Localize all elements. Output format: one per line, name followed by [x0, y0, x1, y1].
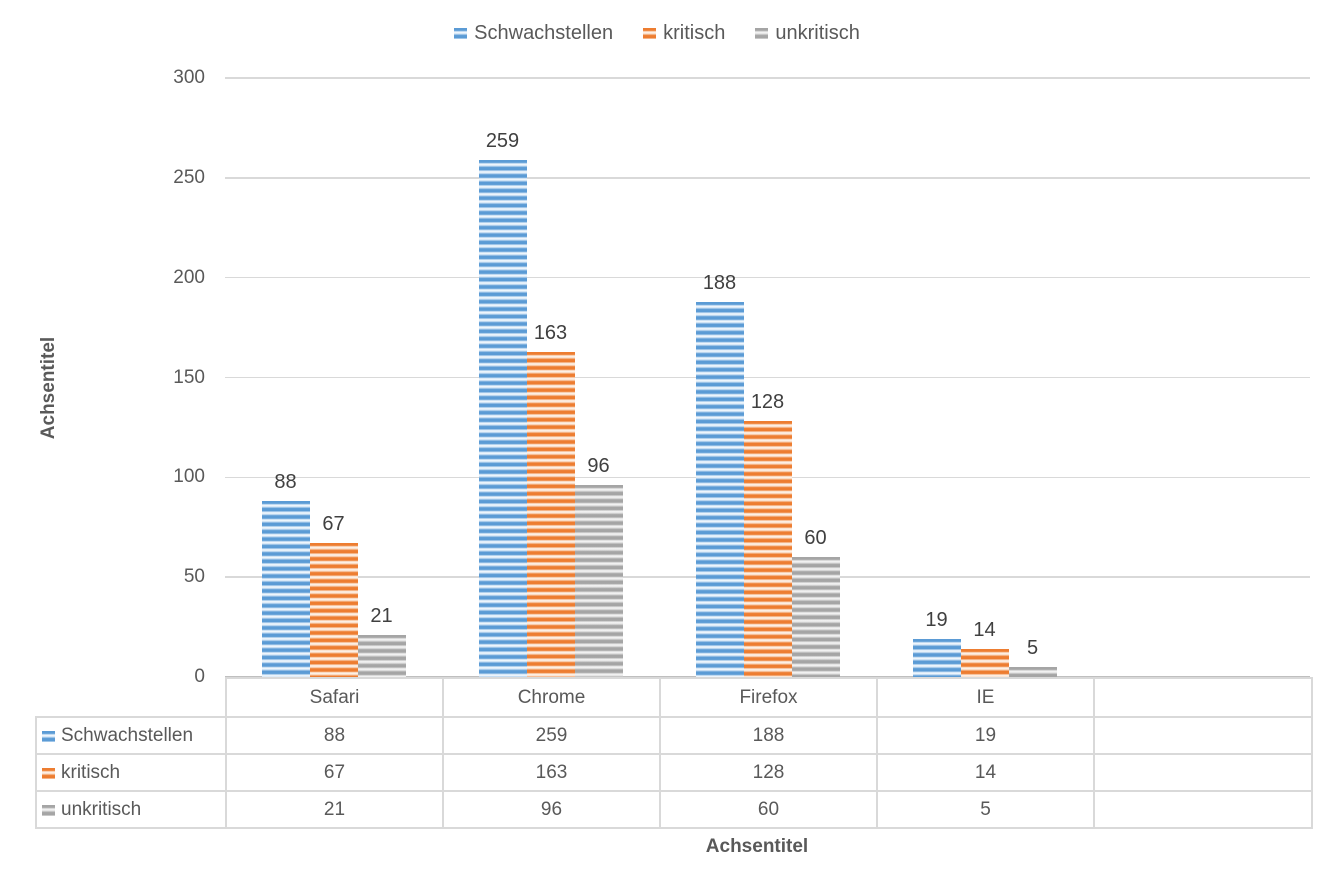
- table-value-cell: 88: [225, 716, 444, 755]
- gridline: [225, 177, 1310, 179]
- table-series-name: Schwachstellen: [61, 724, 194, 746]
- data-label: 14: [973, 619, 996, 642]
- table-value-cell: [1093, 716, 1313, 755]
- legend-label: unkritisch: [775, 21, 860, 44]
- table-row-header-kritisch: kritisch: [35, 753, 227, 792]
- bar-Schwachstellen-Chrome[interactable]: [478, 159, 527, 677]
- table-value-cell: 96: [442, 790, 661, 829]
- data-label: 88: [274, 471, 297, 494]
- gridline: [225, 77, 1310, 79]
- y-axis-tick-label: 300: [173, 67, 205, 88]
- bar-Schwachstellen-IE[interactable]: [912, 639, 961, 677]
- table-value-cell: 5: [876, 790, 1095, 829]
- bar-unkritisch-Firefox[interactable]: [791, 557, 840, 677]
- gridline: [225, 376, 1310, 379]
- table-series-name: unkritisch: [61, 798, 142, 820]
- table-row-header-Schwachstellen: Schwachstellen: [35, 716, 227, 755]
- table-category-Chrome: Chrome: [442, 677, 661, 718]
- data-label: 21: [370, 605, 393, 628]
- table-corner-cell: [36, 678, 226, 717]
- bar-kritisch-Safari[interactable]: [309, 543, 358, 677]
- table-value-cell: [1093, 753, 1313, 792]
- legend-item-unkritisch[interactable]: unkritisch: [755, 21, 860, 45]
- y-axis-tick-label: 150: [173, 366, 205, 388]
- bar-kritisch-Firefox[interactable]: [743, 421, 792, 677]
- table-value-cell: 163: [442, 753, 661, 792]
- bar-unkritisch-IE[interactable]: [1008, 667, 1057, 677]
- table-value-cell: 14: [876, 753, 1095, 792]
- y-axis-tick-label: 200: [173, 266, 205, 288]
- bar-unkritisch-Safari[interactable]: [357, 635, 406, 677]
- table-row-header-unkritisch: unkritisch: [35, 790, 227, 829]
- table-category-Firefox: Firefox: [659, 677, 878, 718]
- legend-item-kritisch[interactable]: kritisch: [643, 22, 725, 45]
- legend: Schwachstellen kritisch unkritisch: [0, 21, 1314, 45]
- legend-swatch-icon: [755, 27, 769, 39]
- table-value-cell: 188: [659, 716, 878, 755]
- y-axis-tick-label: 0: [194, 666, 205, 687]
- legend-item-Schwachstellen[interactable]: Schwachstellen: [454, 22, 613, 45]
- table-value-cell: 259: [442, 716, 661, 755]
- gridline: [225, 276, 1310, 279]
- legend-swatch-icon: [643, 27, 657, 39]
- data-label: 259: [485, 129, 520, 152]
- table-category-Safari: Safari: [225, 677, 444, 718]
- table-value-cell: 21: [225, 790, 444, 829]
- bar-unkritisch-Chrome[interactable]: [574, 485, 623, 677]
- y-axis-tick-label: 250: [173, 166, 205, 188]
- data-label: 19: [925, 609, 948, 632]
- table-value-cell: 128: [659, 753, 878, 792]
- data-label: 5: [1026, 637, 1039, 660]
- data-label: 188: [702, 271, 737, 294]
- table-value-cell: 19: [876, 716, 1095, 755]
- data-label: 60: [804, 527, 827, 550]
- legend-swatch-icon: [454, 27, 468, 39]
- table-category-IE: IE: [876, 677, 1095, 718]
- bar-kritisch-IE[interactable]: [960, 649, 1009, 677]
- data-label: 67: [322, 513, 345, 536]
- table-series-swatch-icon: [42, 767, 55, 779]
- bar-Schwachstellen-Safari[interactable]: [261, 501, 310, 677]
- data-label: 128: [750, 391, 785, 414]
- table-category-empty: [1093, 677, 1313, 718]
- y-axis-title: Achsentitel: [38, 336, 59, 440]
- y-axis-tick-label: 50: [183, 566, 205, 588]
- table-value-cell: [1093, 790, 1313, 829]
- table-series-swatch-icon: [42, 730, 55, 742]
- legend-label: kritisch: [663, 21, 726, 44]
- data-label: 163: [533, 321, 568, 344]
- x-axis-line: [225, 676, 1310, 678]
- bar-Schwachstellen-Firefox[interactable]: [695, 301, 744, 677]
- legend-label: Schwachstellen: [474, 21, 614, 44]
- data-label: 96: [587, 455, 610, 478]
- chart-data-table: Safari Chrome Firefox IE Schwachstellen 88 259…: [35, 677, 1313, 829]
- table-series-name: kritisch: [61, 761, 121, 783]
- x-axis-title: Achsentitel: [705, 836, 809, 857]
- bar-kritisch-Chrome[interactable]: [526, 351, 575, 677]
- y-axis-tick-label: 100: [173, 466, 205, 488]
- table-series-swatch-icon: [42, 804, 55, 816]
- table-value-cell: 67: [225, 753, 444, 792]
- table-value-cell: 60: [659, 790, 878, 829]
